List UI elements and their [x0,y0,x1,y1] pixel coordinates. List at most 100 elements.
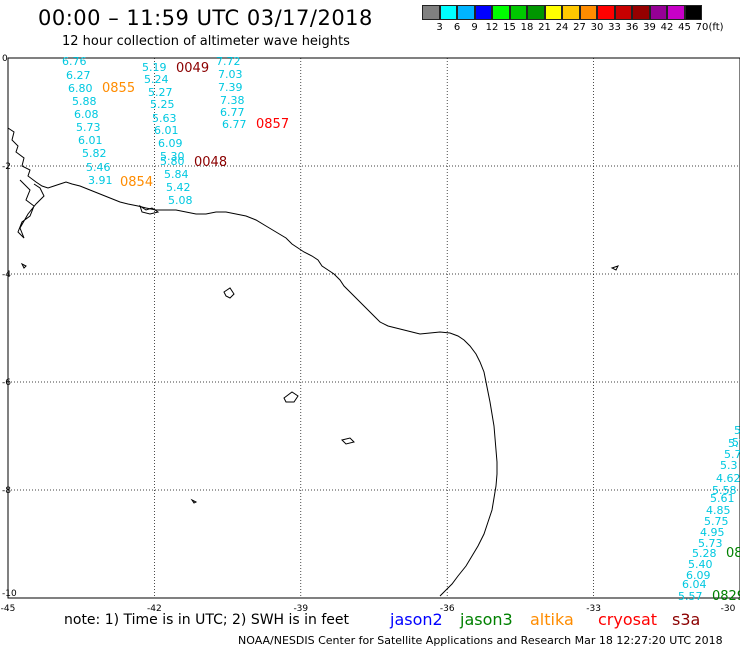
swh-value: 5.7 [724,448,740,461]
island [610,265,619,271]
legend-label: 12 [485,22,499,33]
swh-value: 6.01 [78,134,103,147]
legend-label: 27 [573,22,586,33]
swh-value: 5.19 [142,61,167,74]
lon-tick-label: -39 [293,604,308,614]
satellite-legend-item: cryosat [598,610,658,629]
island [341,437,355,445]
swh-value: 7.03 [218,68,243,81]
swh-value: 5.88 [72,95,97,108]
swh-value: 7.39 [218,81,243,94]
legend-label: 21 [538,22,551,33]
legend-label: 9 [471,22,478,33]
swh-value: 6.04 [682,578,707,591]
swh-value: 6.09 [686,569,711,582]
satellite-legend-item: altika [530,610,574,629]
legend-label: 3 [436,22,443,33]
legend-swatch [667,5,685,20]
coastline [7,127,498,597]
track-time-labels: 0049 0855 0857 0048 0854 08 0829 [102,61,740,604]
track-time-label: 0829 [712,589,740,604]
lat-tick-label: -6 [2,378,11,388]
swh-value: 5.3 [720,459,738,472]
satellite-legend-item: jason2 [390,610,443,629]
coastline-fragment [17,179,45,239]
swh-value: 6.27 [66,69,91,82]
swh-value: 6.08 [74,108,99,121]
legend-label: 45 [678,22,691,33]
lat-tick-label: -4 [2,270,11,280]
track-time-label: 0854 [120,175,153,190]
swh-value: 3.91 [88,174,113,187]
map-subtitle: 12 hour collection of altimeter wave hei… [62,34,350,49]
swh-value: 5.42 [166,181,191,194]
swh-value: 7.72 [216,55,241,68]
island [223,287,235,299]
legend-swatch [509,5,527,20]
legend-label: 36 [625,22,639,33]
lat-tick-label: -10 [2,589,17,599]
swh-value: 6.77 [220,106,245,119]
island [20,262,27,269]
legend-swatch [474,5,492,20]
legend-label: 15 [503,22,516,33]
swh-value: 4.62 [716,472,740,485]
swh-value: 5. [734,424,740,437]
legend-swatch [492,5,510,20]
swh-value: 7.38 [220,94,245,107]
swh-value: 5.7 [728,437,740,450]
swh-value: 5.27 [148,86,173,99]
satellite-legend-item: jason3 [460,610,513,629]
swh-value: 5.57 [678,590,703,603]
swh-value: 6.09 [158,137,183,150]
lon-tick-label: -42 [147,604,162,614]
lon-tick-label: -45 [1,604,16,614]
swh-value: 5.28 [692,547,717,560]
legend-label: 39 [643,22,656,33]
track-time-label: 0855 [102,81,135,96]
swh-value: 5.40 [688,558,713,571]
lat-tick-label: -2 [2,162,11,172]
legend-label: 6 [453,22,461,33]
axis-tick-labels: -45 -42 -39 -36 -33 -30 0 -2 -4 -6 -8 -10 [1,54,736,614]
swh-value: 5.25 [150,98,175,111]
legend-swatch [457,5,475,20]
swh-value: 5.82 [82,147,107,160]
legend-swatch [439,5,457,20]
swh-value: 5.24 [144,73,169,86]
graticule [8,58,740,598]
lat-tick-label: 0 [2,54,8,64]
legend-swatch [597,5,615,20]
lon-tick-label: -30 [721,604,736,614]
legend-swatch [684,5,702,20]
swh-value: 5.73 [76,121,101,134]
color-scale-legend [422,5,702,20]
legend-unit: (ft) [708,22,724,33]
legend-swatch [579,5,597,20]
lat-tick-label: -8 [2,486,11,496]
footer-note: note: 1) Time is in UTC; 2) SWH is in fe… [64,612,350,628]
swh-value: 5.46 [86,161,111,174]
island [283,391,299,403]
swh-value: 5.61 [710,492,735,505]
swh-value: 5.58 [712,484,737,497]
island [190,498,198,504]
credit-line: NOAA/NESDIS Center for Satellite Applica… [238,634,723,647]
legend-label: 70 [695,22,709,33]
swh-value: 5.08 [168,194,193,207]
legend-swatch [649,5,667,20]
legend-label: 30 [590,22,604,33]
map-frame [7,57,740,599]
legend-swatch [632,5,650,20]
swh-value: 5.80 [160,155,185,168]
swh-value: 6.80 [68,82,93,95]
swh-value: 6.76 [62,55,87,68]
swh-value: 5.75 [704,515,729,528]
swh-value: 5. [732,436,740,449]
swh-value: 5.30 [160,150,185,163]
swh-labels: 6.766.276.805.886.085.736.015.825.463.91… [62,55,740,603]
legend-label: 42 [660,22,674,33]
legend-label: 24 [555,22,569,33]
swh-value: 6.01 [154,124,179,137]
